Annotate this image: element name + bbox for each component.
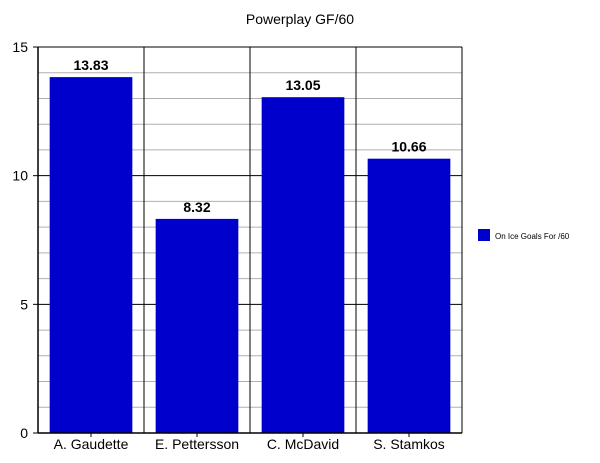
y-tick-label: 15 xyxy=(12,39,28,55)
legend-swatch xyxy=(478,229,490,241)
data-label: 13.05 xyxy=(285,77,320,93)
y-tick-label: 5 xyxy=(20,296,28,312)
data-label: 8.32 xyxy=(183,199,210,215)
y-tick-label: 0 xyxy=(20,425,28,441)
bar xyxy=(261,97,345,434)
x-tick-label: C. McDavid xyxy=(267,436,339,452)
bar xyxy=(367,158,451,433)
chart-title: Powerplay GF/60 xyxy=(246,11,354,27)
bar xyxy=(155,218,239,433)
data-label: 10.66 xyxy=(391,139,426,155)
legend: On Ice Goals For /60 xyxy=(478,229,570,241)
bars: 13.83 8.32 13.05 10.66 xyxy=(49,57,451,434)
y-tick-label: 10 xyxy=(12,168,28,184)
bar xyxy=(49,77,133,433)
data-label: 13.83 xyxy=(73,57,108,73)
x-tick-label: E. Pettersson xyxy=(155,436,239,452)
axes: A. Gaudette E. Pettersson C. McDavid S. Sta… xyxy=(12,39,462,452)
x-tick-label: A. Gaudette xyxy=(54,436,129,452)
x-tick-label: S. Stamkos xyxy=(373,436,445,452)
legend-label: On Ice Goals For /60 xyxy=(495,232,570,241)
